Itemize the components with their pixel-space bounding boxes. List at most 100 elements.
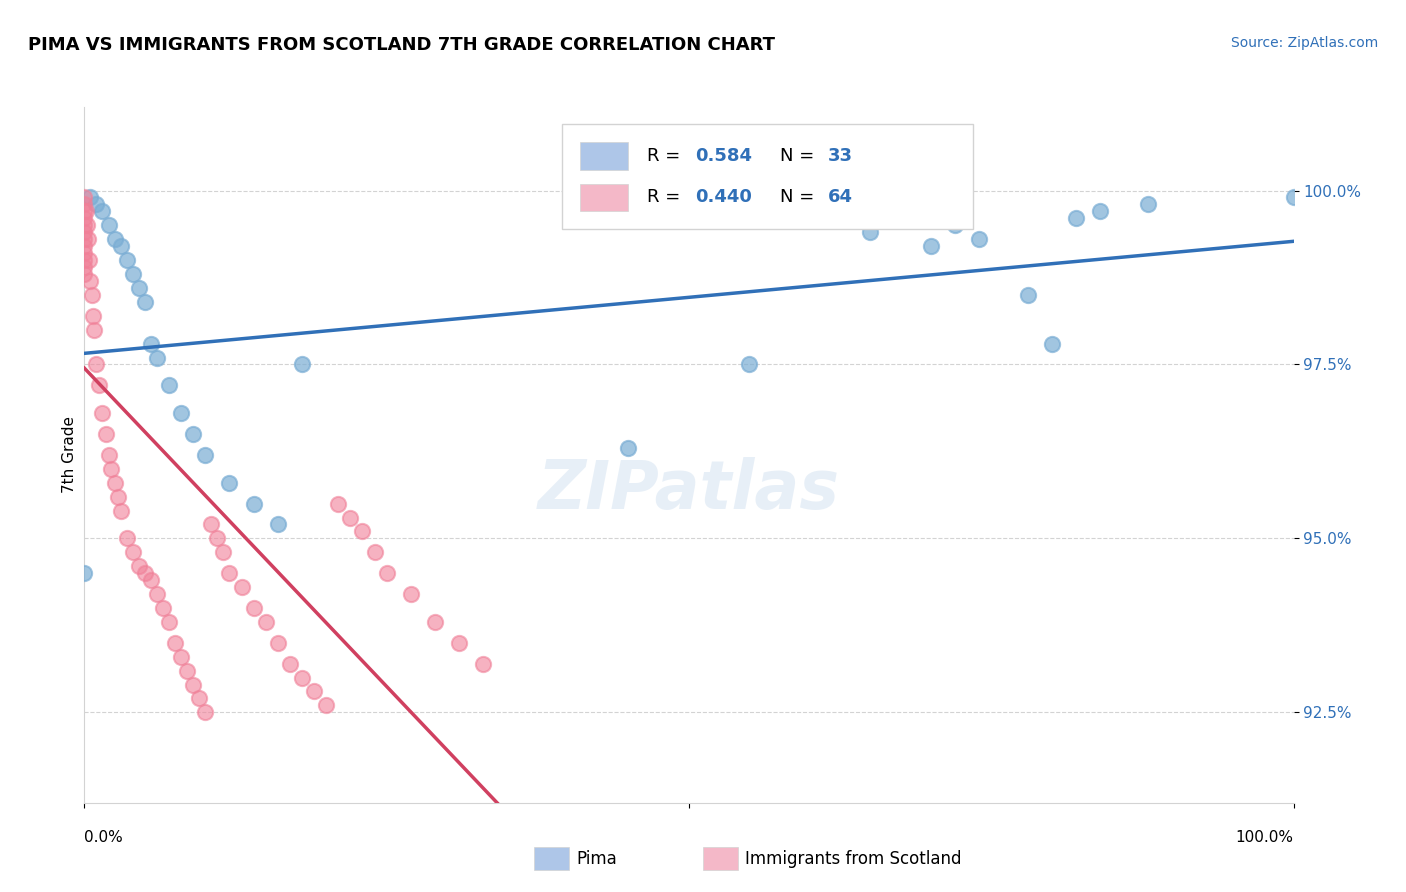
Point	[181, 677, 204, 691]
Point	[91, 204, 114, 219]
Point	[207, 532, 229, 546]
Text: 0.440: 0.440	[695, 188, 752, 206]
Point	[104, 475, 127, 490]
Point	[146, 351, 169, 365]
Point	[1040, 336, 1063, 351]
Point	[254, 615, 277, 629]
Point	[139, 336, 162, 351]
Point	[73, 197, 96, 211]
Text: 100.0%: 100.0%	[1236, 830, 1294, 845]
Point	[449, 636, 471, 650]
Point	[73, 211, 96, 226]
Point	[73, 267, 96, 281]
Text: 0.584: 0.584	[695, 147, 752, 165]
Point	[121, 267, 143, 281]
Point	[115, 532, 138, 546]
Point	[375, 566, 398, 581]
Point	[218, 566, 240, 581]
Point	[165, 636, 187, 650]
Point	[91, 406, 114, 420]
Point	[77, 232, 100, 246]
Point	[134, 294, 156, 309]
Point	[73, 232, 96, 246]
Point	[83, 323, 105, 337]
Text: R =: R =	[647, 188, 686, 206]
Point	[110, 239, 132, 253]
Point	[97, 448, 120, 462]
Point	[121, 545, 143, 559]
Point	[100, 462, 122, 476]
Point	[267, 636, 290, 650]
Point	[146, 587, 169, 601]
Point	[1064, 211, 1087, 226]
Point	[212, 545, 235, 559]
Point	[181, 427, 204, 442]
Point	[73, 190, 96, 204]
Point	[107, 490, 129, 504]
Point	[242, 601, 264, 615]
Point	[291, 671, 314, 685]
Point	[80, 288, 103, 302]
Text: ZIPatlas: ZIPatlas	[538, 457, 839, 523]
Point	[73, 260, 96, 274]
Point	[73, 204, 96, 219]
Point	[82, 309, 104, 323]
Text: Pima: Pima	[576, 850, 617, 868]
Point	[73, 566, 96, 581]
Point	[278, 657, 301, 671]
Point	[339, 510, 361, 524]
Point	[302, 684, 325, 698]
Point	[170, 406, 193, 420]
Point	[73, 219, 96, 233]
Point	[1088, 204, 1111, 219]
FancyBboxPatch shape	[581, 142, 628, 169]
Point	[242, 497, 264, 511]
Point	[617, 441, 640, 455]
Point	[170, 649, 193, 664]
Point	[77, 253, 100, 268]
Point	[194, 706, 217, 720]
Point	[73, 239, 96, 253]
Text: 0.0%: 0.0%	[84, 830, 124, 845]
Point	[104, 232, 127, 246]
Text: Immigrants from Scotland: Immigrants from Scotland	[745, 850, 962, 868]
Point	[472, 657, 495, 671]
Point	[1017, 288, 1039, 302]
Point	[86, 197, 108, 211]
Text: R =: R =	[647, 147, 686, 165]
Point	[157, 615, 180, 629]
Point	[75, 204, 97, 219]
Point	[128, 559, 150, 574]
Point	[139, 573, 162, 587]
Point	[315, 698, 337, 713]
Point	[128, 281, 150, 295]
Point	[79, 190, 101, 204]
Text: Source: ZipAtlas.com: Source: ZipAtlas.com	[1230, 36, 1378, 50]
Point	[73, 253, 96, 268]
Point	[134, 566, 156, 581]
Point	[352, 524, 374, 539]
Point	[920, 239, 942, 253]
Text: N =: N =	[780, 188, 820, 206]
Point	[79, 274, 101, 288]
Point	[859, 225, 882, 239]
Point	[188, 691, 211, 706]
FancyBboxPatch shape	[581, 184, 628, 211]
Point	[176, 664, 198, 678]
Y-axis label: 7th Grade: 7th Grade	[62, 417, 77, 493]
Point	[738, 358, 761, 372]
Text: PIMA VS IMMIGRANTS FROM SCOTLAND 7TH GRADE CORRELATION CHART: PIMA VS IMMIGRANTS FROM SCOTLAND 7TH GRA…	[28, 36, 775, 54]
Text: 33: 33	[828, 147, 853, 165]
Point	[218, 475, 240, 490]
Point	[157, 378, 180, 392]
Point	[73, 225, 96, 239]
Point	[1137, 197, 1160, 211]
Point	[115, 253, 138, 268]
Text: N =: N =	[780, 147, 820, 165]
Point	[423, 615, 446, 629]
Point	[76, 219, 98, 233]
Point	[328, 497, 350, 511]
Point	[86, 358, 108, 372]
Point	[943, 219, 966, 233]
Point	[231, 580, 253, 594]
